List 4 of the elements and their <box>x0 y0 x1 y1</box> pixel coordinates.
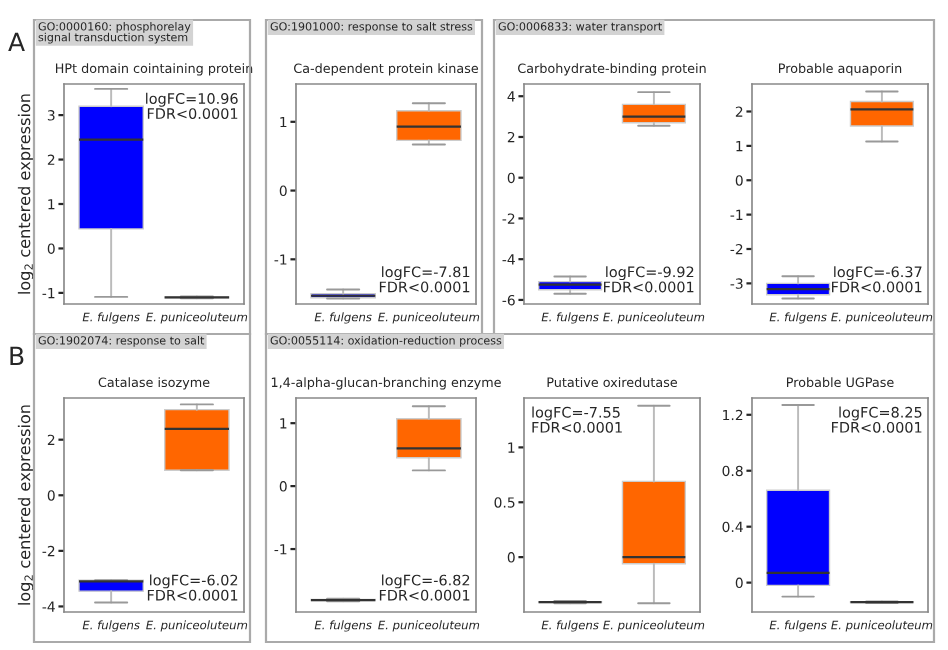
y-axis-title: log$_{2}$ centered expression <box>17 405 34 605</box>
text: B <box>10 346 24 365</box>
text: A <box>8 32 25 51</box>
y-axis-title: log$_{2}$ centered expression <box>17 94 34 294</box>
